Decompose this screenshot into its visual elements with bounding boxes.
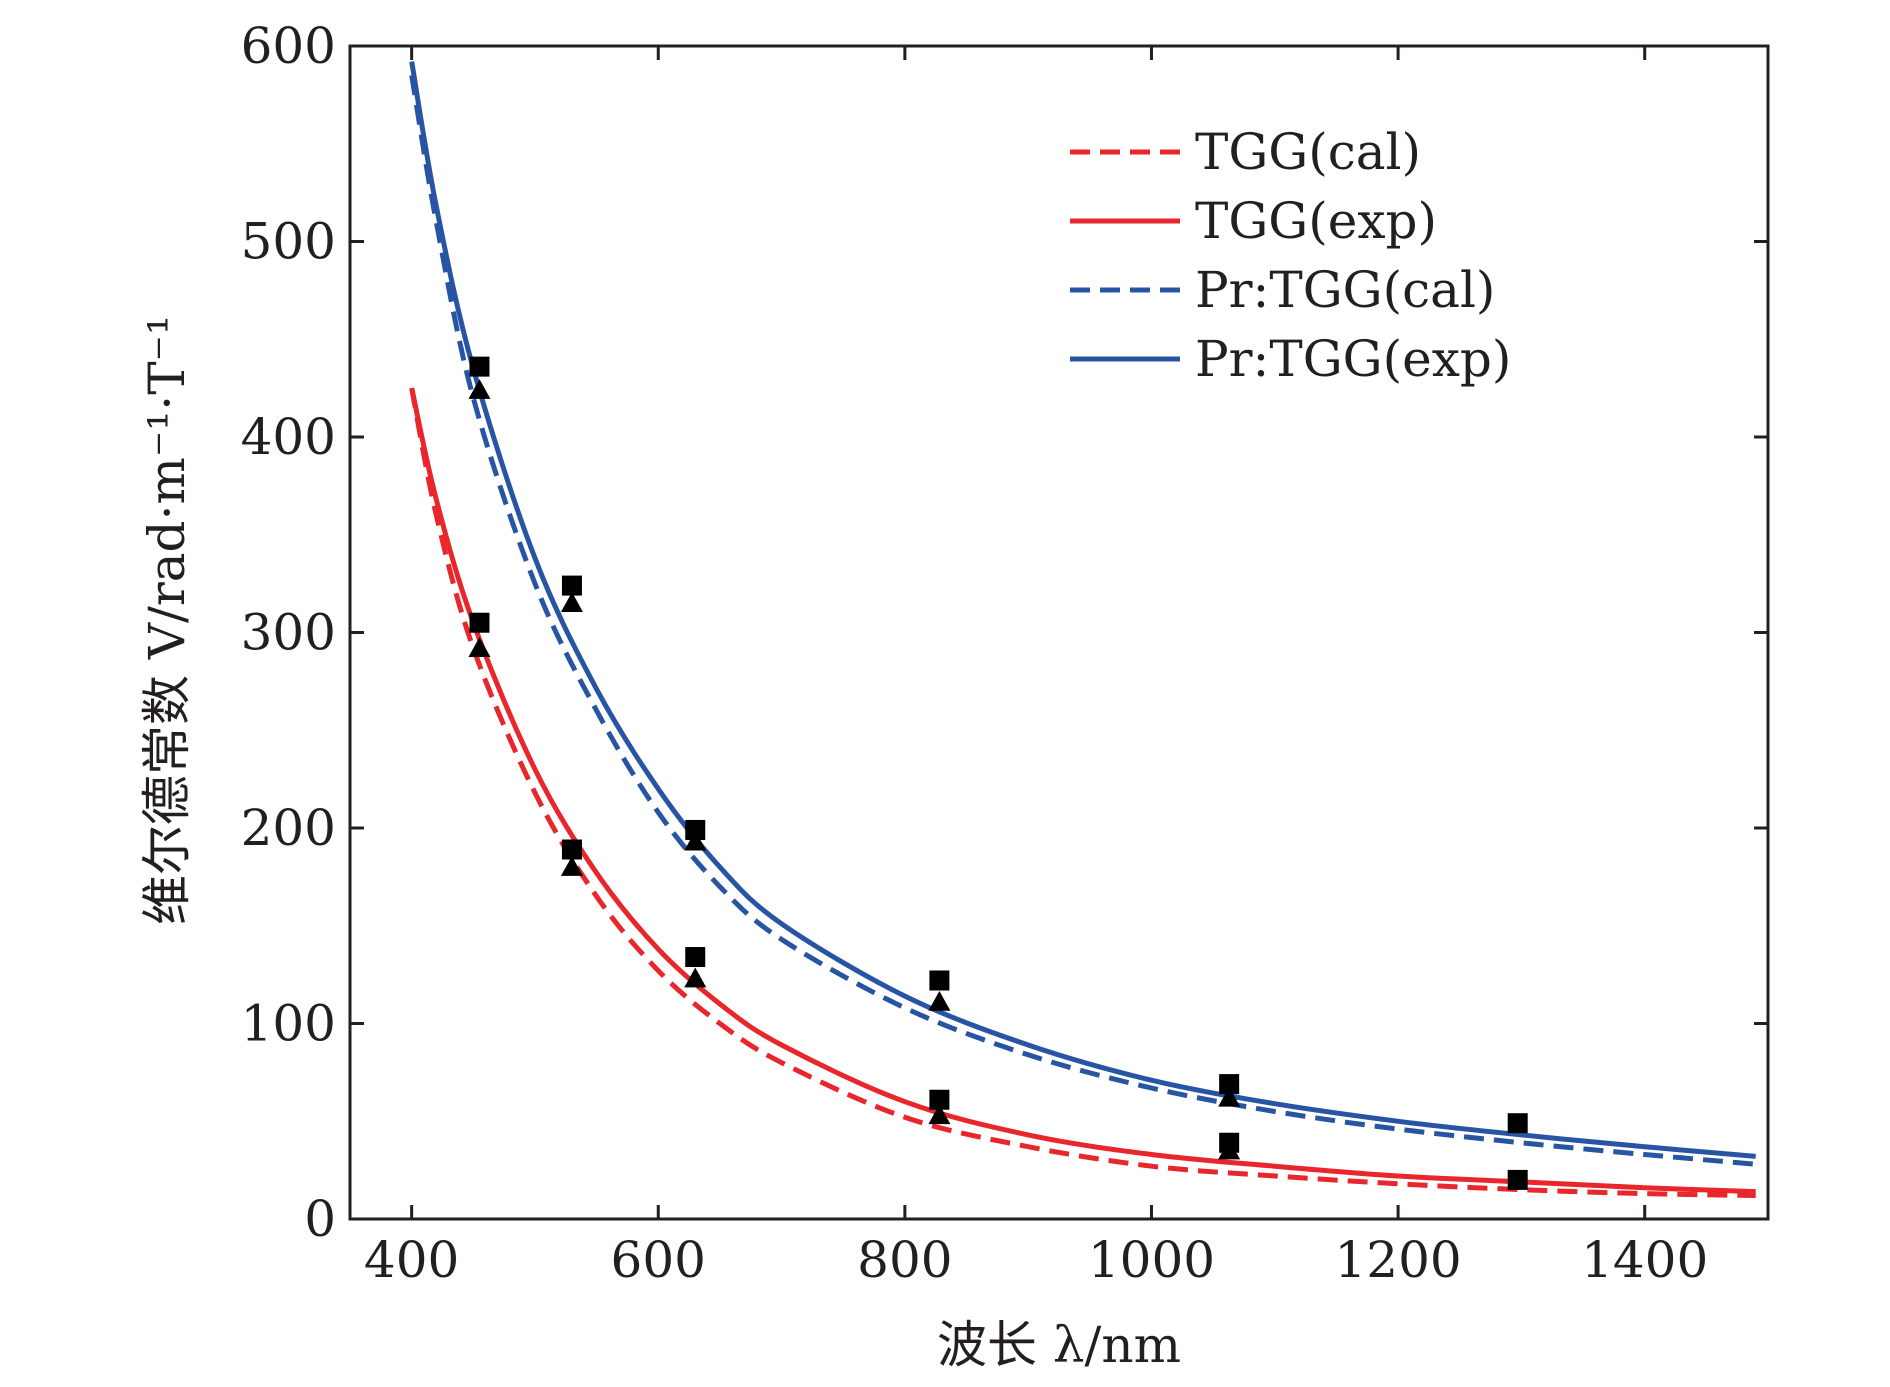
series-line-3 bbox=[409, 74, 1756, 1167]
data-point-triangle bbox=[684, 967, 707, 988]
data-point-square bbox=[469, 356, 490, 377]
x-axis-title: 波长 λ/nm bbox=[937, 1316, 1181, 1374]
legend-label: Pr:TGG(exp) bbox=[1195, 330, 1511, 388]
data-point-square bbox=[561, 575, 582, 596]
data-point-square bbox=[685, 819, 706, 840]
data-point-triangle bbox=[468, 379, 491, 399]
x-tick-label: 1400 bbox=[1581, 1231, 1708, 1289]
x-tick-label: 800 bbox=[857, 1231, 952, 1289]
data-point-square bbox=[929, 1089, 950, 1110]
data-point-triangle bbox=[468, 637, 491, 657]
legend-label: TGG(exp) bbox=[1195, 192, 1437, 250]
y-tick-label: 300 bbox=[241, 604, 336, 662]
y-tick-label: 600 bbox=[241, 17, 336, 75]
data-point-square bbox=[469, 612, 490, 633]
series-line-2 bbox=[409, 387, 1756, 1195]
x-tick-label: 1000 bbox=[1088, 1231, 1215, 1289]
series-layer bbox=[409, 61, 1756, 1198]
y-tick-label: 500 bbox=[241, 213, 336, 271]
data-point-triangle bbox=[1218, 1086, 1241, 1107]
x-tick-label: 400 bbox=[364, 1231, 459, 1289]
legend-label: TGG(cal) bbox=[1195, 123, 1421, 181]
data-point-triangle bbox=[560, 592, 583, 612]
data-point-triangle bbox=[928, 990, 951, 1011]
x-tick-label: 600 bbox=[611, 1231, 706, 1289]
data-point-square bbox=[1507, 1113, 1528, 1134]
data-point-triangle bbox=[928, 1104, 951, 1125]
legend-label: Pr:TGG(cal) bbox=[1195, 261, 1495, 319]
data-point-triangle bbox=[1218, 1139, 1241, 1160]
y-tick-label: 0 bbox=[304, 1190, 336, 1248]
data-point-triangle bbox=[560, 856, 583, 876]
data-point-square bbox=[1507, 1169, 1528, 1190]
data-point-triangle bbox=[684, 830, 707, 851]
series-line-1 bbox=[409, 387, 1756, 1198]
markers-layer bbox=[468, 356, 1528, 1190]
plot-frame bbox=[348, 44, 1770, 1221]
x-tick-label: 1200 bbox=[1334, 1231, 1461, 1289]
data-point-square bbox=[685, 947, 706, 968]
data-point-square bbox=[929, 970, 950, 991]
y-tick-label: 400 bbox=[241, 408, 336, 466]
y-tick-label: 100 bbox=[241, 995, 336, 1053]
y-tick-label: 200 bbox=[241, 799, 336, 857]
data-point-square bbox=[561, 839, 582, 860]
legend: TGG(cal) TGG(exp) Pr:TGG(cal) Pr:TGG(exp) bbox=[1070, 123, 1511, 388]
ticks-layer: 400 600 800 1000 1200 1400 0 100 200 300 400 500 600 bbox=[241, 17, 1768, 1289]
data-point-square bbox=[1219, 1074, 1240, 1095]
series-line-4 bbox=[409, 61, 1756, 1159]
y-axis-title: 维尔德常数 V/rad·m⁻¹·T⁻¹ bbox=[138, 315, 196, 925]
